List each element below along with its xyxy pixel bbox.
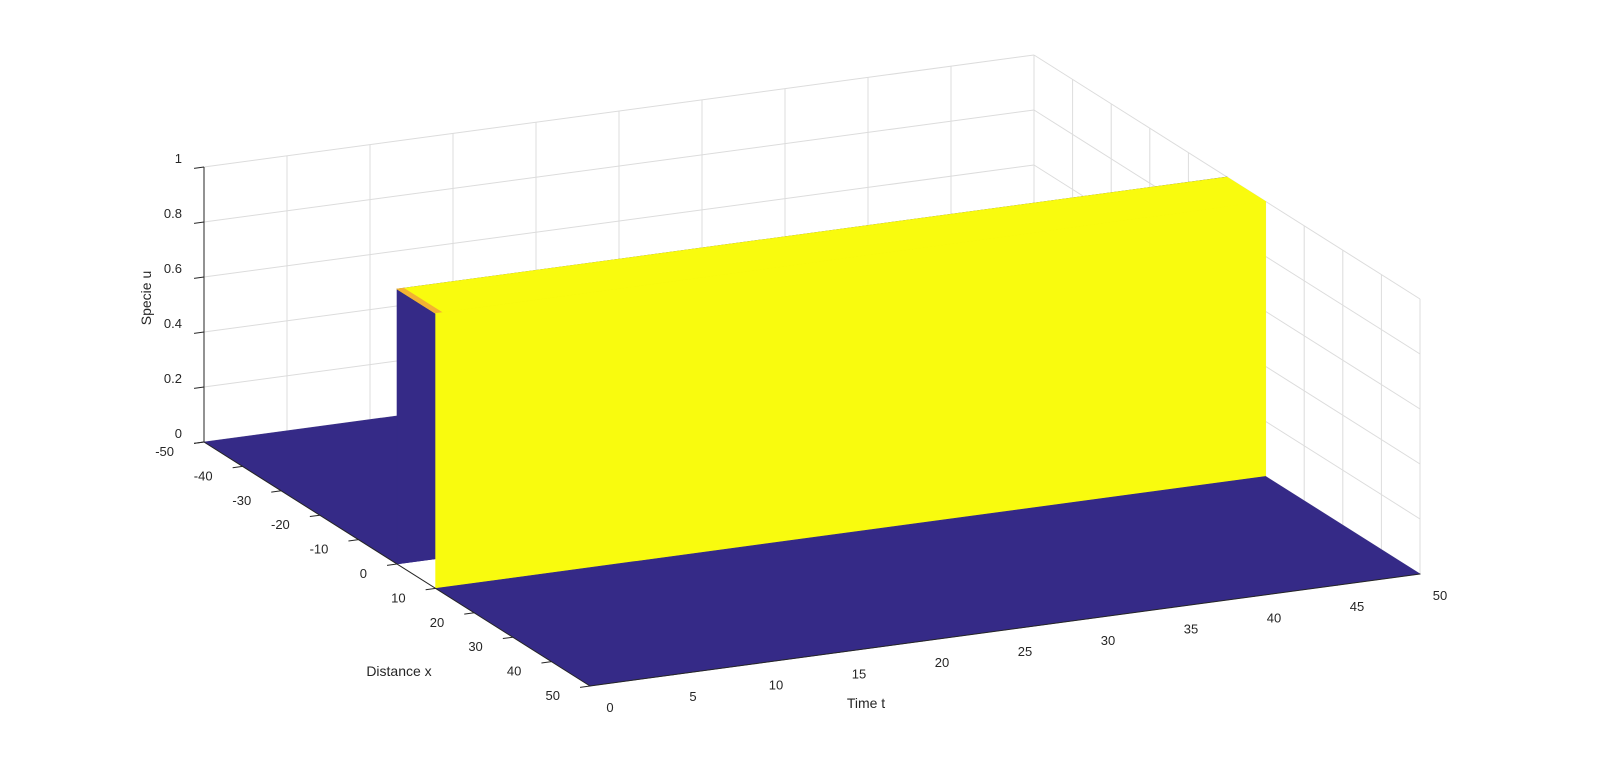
grid-line (203, 109, 1035, 223)
z-tick-label: 1 (175, 151, 182, 166)
x-tick-label: 5 (689, 689, 696, 704)
z-tick-mark (193, 166, 205, 169)
y-tick-mark (348, 539, 359, 542)
z-tick-mark (193, 276, 205, 279)
y-tick-label: 20 (430, 615, 444, 630)
z-tick-mark (193, 221, 205, 224)
y-tick-mark (425, 587, 436, 591)
z-tick-label: 0 (175, 426, 182, 441)
grid-line (203, 54, 1035, 168)
y-tick-mark (232, 465, 243, 469)
y-tick-label: -40 (194, 468, 213, 483)
x-axis-label: Time t (847, 695, 885, 711)
z-tick-mark (193, 331, 205, 334)
y-axis-label: Distance x (366, 663, 431, 679)
x-tick-label: 35 (1184, 622, 1198, 637)
y-tick-label: -50 (155, 444, 174, 459)
x-tick-label: 15 (852, 666, 866, 681)
x-tick-label: 0 (606, 700, 613, 715)
z-tick-label: 0.2 (164, 371, 182, 386)
y-tick-mark (271, 490, 282, 493)
y-tick-label: -30 (232, 493, 251, 508)
y-tick-mark (579, 685, 591, 688)
y-tick-mark (502, 636, 513, 640)
x-tick-label: 10 (769, 678, 783, 693)
surface (203, 176, 1421, 687)
z-tick-mark (193, 386, 205, 389)
z-tick-label: 0.4 (164, 316, 182, 331)
z-axis-label: Specie u (138, 271, 154, 325)
y-tick-label: -10 (310, 542, 329, 557)
tick-labels: 05101520253035404550-50-40-30-20-1001020… (155, 151, 1447, 715)
x-tick-label: 30 (1101, 633, 1115, 648)
z-tick-mark (193, 441, 205, 444)
y-tick-label: 10 (391, 590, 405, 605)
y-tick-mark (309, 514, 320, 518)
x-tick-label: 20 (935, 655, 949, 670)
y-tick-label: 0 (360, 566, 367, 581)
y-tick-mark (386, 563, 398, 566)
z-tick-label: 0.8 (164, 206, 182, 221)
y-tick-mark (541, 661, 552, 664)
grid-line (203, 164, 1035, 278)
y-tick-mark (464, 612, 475, 615)
x-tick-label: 25 (1018, 644, 1032, 659)
x-tick-label: 40 (1267, 610, 1281, 625)
z-tick-label: 0.6 (164, 261, 182, 276)
y-tick-label: -20 (271, 517, 290, 532)
x-tick-label: 45 (1350, 599, 1364, 614)
y-tick-label: 30 (468, 639, 482, 654)
y-tick-label: 50 (546, 688, 560, 703)
x-tick-label: 50 (1433, 588, 1447, 603)
y-tick-label: 40 (507, 664, 521, 679)
